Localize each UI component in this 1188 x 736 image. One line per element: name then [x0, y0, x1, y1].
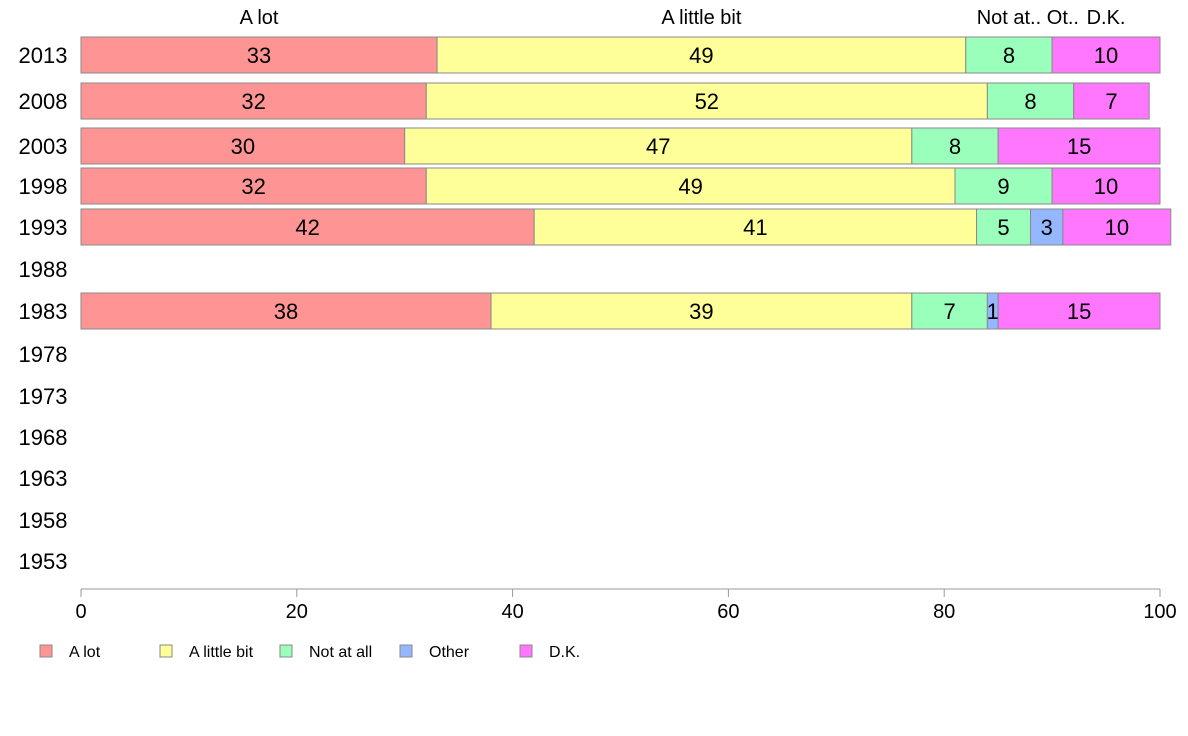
bar-value-label: 7 [1105, 89, 1117, 114]
bar-segment [533, 208, 978, 246]
legend-label: A little bit [189, 644, 254, 661]
x-axis: 0 20 40 60 80 100 [75, 588, 1177, 623]
bar-value-label: 49 [678, 174, 702, 199]
bar-value-label: 49 [689, 43, 713, 68]
bar-value-label: 30 [231, 134, 255, 159]
legend-swatch [279, 644, 293, 658]
bar-value-label: 41 [743, 215, 767, 240]
bar-segment [80, 127, 406, 165]
bar-value-label: 8 [1024, 89, 1036, 114]
x-tick-label: 80 [933, 601, 955, 623]
x-tick-label: 40 [501, 601, 523, 623]
bar-value-label: 10 [1094, 174, 1118, 199]
top-label: Ot.. [1047, 7, 1079, 29]
bar-segment [997, 127, 1161, 165]
bar-value-label: 8 [1003, 43, 1015, 68]
legend-swatch [159, 644, 173, 658]
year-axis-labels: 2013 2008 2003 1998 1993 1988 1983 1978 1973 1968… [19, 43, 68, 574]
top-category-labels: A lot A little bit Not at.. Ot.. D.K. [240, 7, 1126, 29]
legend: A lot A little bit Not at all Other D.K. [39, 644, 580, 661]
bar-value-label: 47 [646, 134, 670, 159]
bar-value-label: 15 [1067, 134, 1091, 159]
bar-value-label: 39 [689, 299, 713, 324]
bar-segment [490, 292, 913, 330]
bar-segment [404, 127, 913, 165]
bar-segment [425, 82, 988, 120]
bar-segment [425, 167, 956, 205]
year-label: 1988 [19, 257, 68, 282]
bar-segment [80, 208, 535, 246]
legend-swatch [39, 644, 53, 658]
bar-segment [80, 82, 427, 120]
bar-value-label: 3 [1041, 215, 1053, 240]
bar-value-label: 32 [241, 174, 265, 199]
bar-segment [1073, 82, 1150, 120]
bar-segment [80, 36, 438, 74]
top-label: Not at.. [977, 7, 1041, 29]
year-label: 2013 [19, 43, 68, 68]
top-label: A lot [240, 7, 279, 29]
bar-segment [965, 36, 1053, 74]
bar-value-label: 15 [1067, 299, 1091, 324]
bar-value-label: 8 [949, 134, 961, 159]
bar-value-label: 38 [274, 299, 298, 324]
year-label: 1963 [19, 466, 68, 491]
x-tick-label: 60 [717, 601, 739, 623]
year-label: 1998 [19, 174, 68, 199]
year-label: 1978 [19, 342, 68, 367]
bar-segment [1051, 36, 1161, 74]
bar-segment [1051, 167, 1161, 205]
bar-value-label: 7 [943, 299, 955, 324]
year-label: 1983 [19, 299, 68, 324]
bar-segment [80, 292, 492, 330]
year-label: 1953 [19, 549, 68, 574]
bar-segment [436, 36, 967, 74]
bar-segment [986, 82, 1075, 120]
bar-value-label: 10 [1105, 215, 1129, 240]
year-label: 2003 [19, 134, 68, 159]
x-tick-label: 0 [75, 601, 86, 623]
bar-segment [1030, 208, 1064, 246]
x-tick-label: 100 [1143, 601, 1176, 623]
bar-value-label: 9 [997, 174, 1009, 199]
year-label: 1968 [19, 425, 68, 450]
bar-value-label: 32 [241, 89, 265, 114]
legend-swatch [519, 644, 533, 658]
bar-value-label: 42 [295, 215, 319, 240]
top-label: A little bit [661, 7, 741, 29]
bar-value-label: 52 [695, 89, 719, 114]
top-label: D.K. [1087, 7, 1126, 29]
legend-label: D.K. [549, 644, 580, 661]
year-label: 2008 [19, 89, 68, 114]
x-tick-label: 20 [286, 601, 308, 623]
legend-label: Other [429, 644, 470, 661]
legend-swatch [399, 644, 413, 658]
bar-segment [997, 292, 1161, 330]
bar-value-label: 5 [997, 215, 1009, 240]
bar-value-label: 33 [247, 43, 271, 68]
year-label: 1993 [19, 215, 68, 240]
legend-label: Not at all [309, 644, 372, 661]
bars-area: 33 49 8 10 32 52 8 7 30 47 8 15 32 49 9 10 42 41 5 3 10 38 39 7… [80, 36, 1172, 330]
bar-segment [80, 167, 427, 205]
year-label: 1958 [19, 508, 68, 533]
bar-segment [976, 208, 1032, 246]
year-label: 1973 [19, 384, 68, 409]
legend-label: A lot [69, 644, 101, 661]
bar-value-label: 10 [1094, 43, 1118, 68]
bar-segment [1062, 208, 1172, 246]
bar-value-label: 1 [987, 299, 999, 324]
